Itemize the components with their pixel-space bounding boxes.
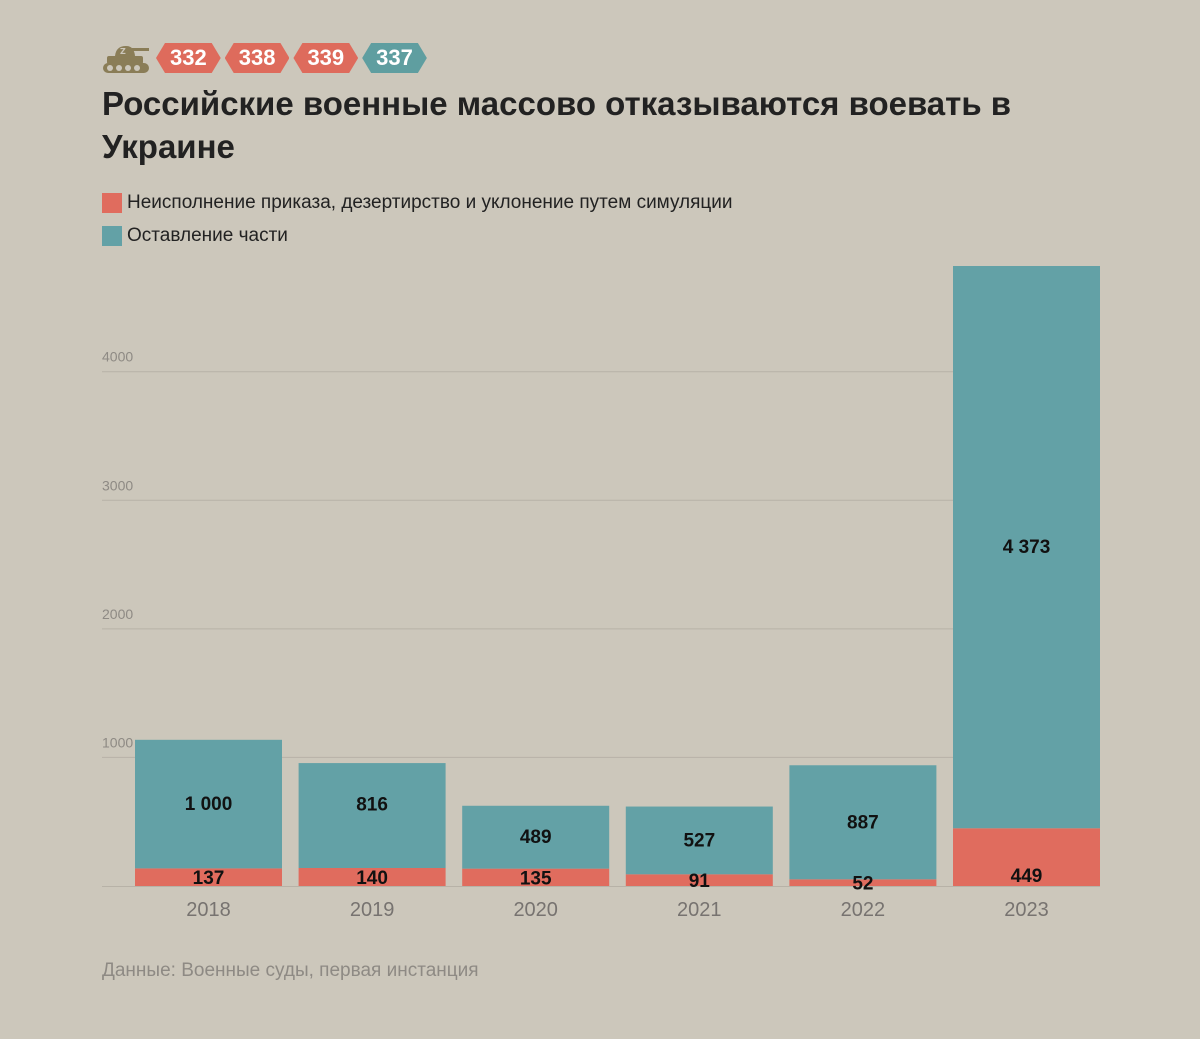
value-label-awol: 1 000 — [185, 794, 233, 815]
source-note: Данные: Военные суды, первая инстанция — [102, 960, 479, 981]
legend-swatch-desertion — [102, 192, 122, 213]
badge-337[interactable]: 337 — [362, 43, 427, 73]
value-label-awol: 887 — [847, 812, 879, 833]
legend-label-desertion: Неисполнение приказа, дезертирство и укл… — [127, 191, 733, 213]
x-tick-label: 2018 — [186, 899, 231, 921]
bar-desertion — [462, 868, 610, 886]
bar-awol — [135, 739, 282, 869]
bar-desertion — [625, 874, 773, 886]
badge-332[interactable]: 332 — [156, 43, 221, 73]
value-label-awol: 527 — [683, 830, 715, 851]
svg-text:Z: Z — [120, 47, 126, 56]
value-label-awol: 4 373 — [1003, 537, 1051, 558]
bar-awol — [625, 806, 773, 875]
legend-label-awol: Оставление части — [127, 224, 288, 246]
bar-awol — [953, 266, 1100, 829]
value-label-desertion: 449 — [1011, 866, 1043, 887]
chart-title: Российские военные массово отказываются … — [102, 85, 1012, 165]
legend-swatch-awol — [102, 225, 122, 246]
article-badges: Z 332 338 339 337 — [102, 41, 431, 75]
y-tick-label: 1000 — [102, 734, 133, 750]
x-tick-label: 2019 — [350, 899, 395, 921]
bar-desertion — [135, 868, 282, 886]
gridlines — [102, 371, 1100, 887]
value-label-desertion: 140 — [356, 868, 388, 889]
value-label-awol: 816 — [356, 795, 388, 816]
bar-awol — [462, 805, 610, 869]
value-label-awol: 489 — [520, 827, 552, 848]
value-label-desertion: 52 — [852, 874, 873, 895]
badge-339[interactable]: 339 — [293, 43, 358, 73]
labels: 1000 2000 3000 4000 1 000 137 2018 816 140 2019 48… — [102, 349, 1050, 921]
x-tick-label: 2023 — [1004, 899, 1049, 921]
bar-desertion — [298, 867, 446, 886]
value-label-desertion: 137 — [193, 868, 225, 889]
badge-338[interactable]: 338 — [225, 43, 290, 73]
bar-awol — [298, 763, 446, 868]
bar-desertion — [953, 828, 1100, 886]
y-tick-label: 2000 — [102, 606, 133, 622]
bar-desertion — [789, 879, 937, 886]
legend: Неисполнение приказа, дезертирство и укл… — [102, 186, 733, 252]
x-tick-label: 2020 — [513, 899, 558, 921]
legend-item-desertion: Неисполнение приказа, дезертирство и укл… — [102, 186, 733, 219]
x-tick-label: 2022 — [841, 899, 886, 921]
tank-icon: Z — [103, 46, 149, 73]
legend-item-awol: Оставление части — [102, 219, 733, 252]
value-label-desertion: 135 — [520, 868, 552, 889]
x-tick-label: 2021 — [677, 899, 722, 921]
value-label-desertion: 91 — [689, 871, 711, 892]
bar-awol — [789, 765, 937, 880]
y-tick-label: 3000 — [102, 477, 133, 493]
bars — [135, 266, 1100, 886]
y-tick-label: 4000 — [102, 349, 133, 365]
